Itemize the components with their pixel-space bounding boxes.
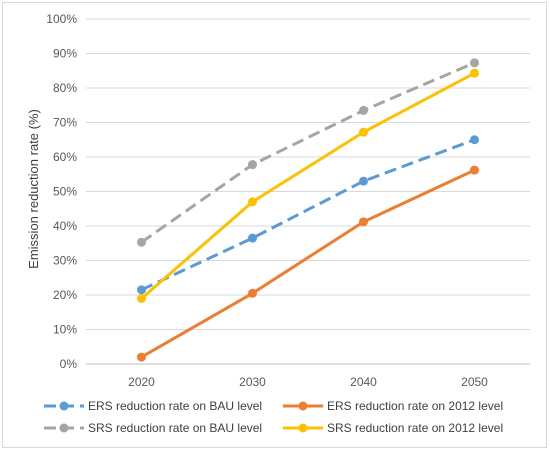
data-point	[359, 217, 368, 227]
data-point	[248, 288, 257, 298]
legend-swatch-marker	[298, 401, 308, 411]
y-tick-label: 30%	[53, 254, 77, 268]
data-point	[470, 165, 479, 175]
y-tick-label: 10%	[53, 323, 77, 337]
data-point	[359, 176, 368, 186]
series-layer	[137, 58, 479, 362]
data-point	[137, 352, 146, 362]
data-point	[137, 237, 146, 247]
y-tick-label: 80%	[53, 81, 77, 95]
data-point	[470, 58, 479, 68]
series-1	[137, 135, 479, 295]
legend-label: SRS reduction rate on BAU level	[88, 421, 262, 435]
x-tick-label: 2040	[350, 375, 377, 389]
y-tick-label: 60%	[53, 150, 77, 164]
series-line	[140, 138, 476, 292]
y-tick-label: 70%	[53, 116, 77, 130]
x-tick-label: 2050	[461, 375, 488, 389]
data-point	[137, 285, 146, 295]
legend-label: ERS reduction rate on 2012 level	[327, 399, 503, 413]
data-point	[248, 160, 257, 170]
series-line	[140, 71, 476, 300]
legend-entry: ERS reduction rate on 2012 level	[283, 399, 503, 413]
legend-label: SRS reduction rate on 2012 level	[327, 421, 503, 435]
chart-frame	[2, 2, 547, 448]
series-line	[140, 61, 476, 244]
legend-swatch-marker	[59, 401, 69, 411]
x-axis-tick-labels: 2020 2030 2040 2050	[128, 375, 488, 389]
y-tick-label: 40%	[53, 219, 77, 233]
series-4	[137, 68, 479, 303]
legend-swatch-marker	[298, 423, 308, 433]
legend-label: ERS reduction rate on BAU level	[88, 399, 262, 413]
series-3	[137, 58, 479, 247]
legend: ERS reduction rate on BAU level ERS reduc…	[44, 399, 503, 435]
y-tick-label: 20%	[53, 288, 77, 302]
data-point	[137, 293, 146, 303]
data-point	[470, 135, 479, 145]
y-tick-label: 0%	[60, 357, 78, 371]
data-point	[248, 233, 257, 243]
y-tick-label: 90%	[53, 47, 77, 61]
legend-entry: SRS reduction rate on 2012 level	[283, 421, 503, 435]
legend-swatch-marker	[59, 423, 69, 433]
y-axis-title: Emission reduction rate (%)	[26, 109, 41, 269]
series-2	[137, 165, 479, 362]
legend-entry: SRS reduction rate on BAU level	[44, 421, 262, 435]
data-point	[359, 127, 368, 137]
data-point	[248, 197, 257, 207]
y-tick-label: 50%	[53, 185, 77, 199]
y-tick-label: 100%	[46, 12, 77, 26]
gridlines	[86, 18, 530, 365]
series-line	[140, 168, 476, 359]
y-axis-tick-labels: 0% 10% 20% 30% 40% 50% 60% 70% 80% 90% 100%	[46, 12, 77, 371]
x-tick-label: 2020	[128, 375, 155, 389]
legend-entry: ERS reduction rate on BAU level	[44, 399, 262, 413]
data-point	[359, 105, 368, 115]
data-point	[470, 68, 479, 78]
x-tick-label: 2030	[239, 375, 266, 389]
